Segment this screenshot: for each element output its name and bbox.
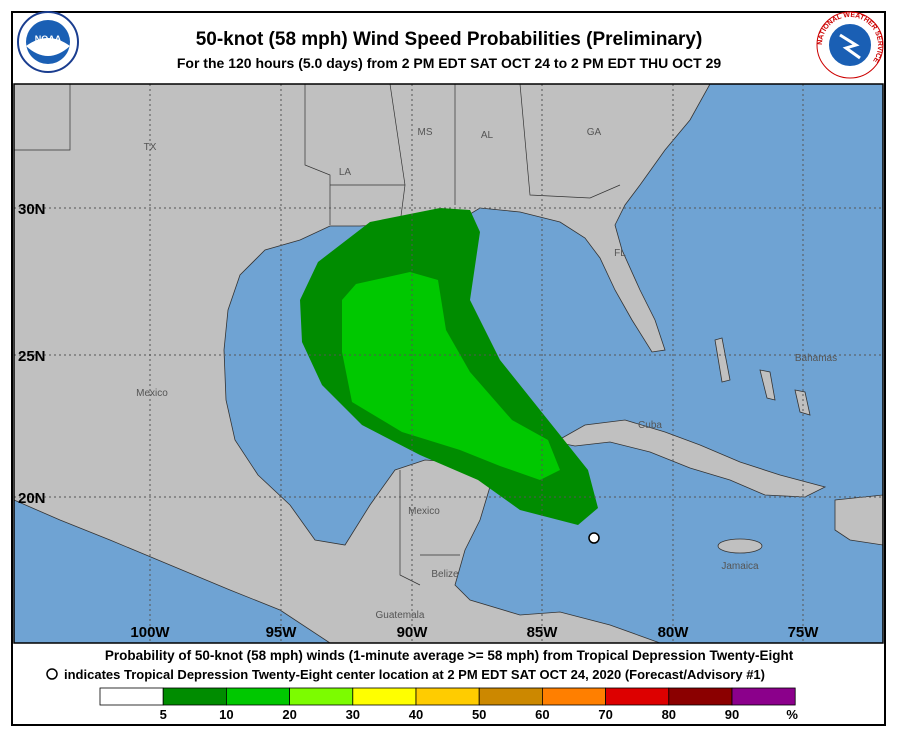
legend-swatch (415, 687, 480, 706)
place-label: Jamaica (721, 561, 759, 572)
legend-swatch (289, 687, 354, 706)
legend-label: 30 (346, 707, 360, 722)
place-label: Guatemala (376, 610, 425, 621)
legend-label: 90 (725, 707, 739, 722)
cuba (553, 419, 827, 498)
land (14, 84, 711, 643)
lon-label: 80W (658, 624, 690, 641)
hispaniola (834, 494, 883, 546)
legend-swatch (352, 687, 417, 706)
footer-line2: indicates Tropical Depression Twenty-Eig… (64, 667, 765, 682)
noaa-text: NOAA (35, 34, 62, 44)
legend-label: 5 (160, 707, 167, 722)
nws-logo: NATIONAL WEATHER SERVICE (816, 11, 884, 79)
lon-label: 90W (397, 624, 429, 641)
legend-swatch (542, 687, 607, 706)
legend-label: 20 (282, 707, 296, 722)
grid (14, 84, 883, 643)
place-label: TX (144, 142, 157, 153)
map: TX LA MS AL GA FL Mexico Mexico Belize G… (14, 84, 883, 643)
contour-10-20 (342, 272, 560, 480)
lat-label: 25N (18, 348, 46, 365)
lon-label: 100W (130, 624, 170, 641)
legend-swatch (478, 687, 543, 706)
legend-swatch (99, 687, 164, 706)
legend-swatch (731, 687, 796, 706)
place-label: Mexico (408, 506, 440, 517)
footer-line1: Probability of 50-knot (58 mph) winds (1… (105, 648, 794, 663)
noaa-logo: NOAA (17, 11, 79, 73)
place-label: Bahamas (795, 353, 837, 364)
lon-label: 75W (788, 624, 820, 641)
place-label: FL (614, 248, 626, 259)
center-marker-key (46, 668, 58, 680)
probability-contours (300, 208, 598, 525)
place-label: GA (587, 127, 602, 138)
legend-label: 40 (409, 707, 423, 722)
legend: 5 10 20 30 40 50 60 70 80 90% (99, 687, 798, 722)
legend-swatch (162, 687, 227, 706)
legend-label: 80 (662, 707, 676, 722)
lat-label: 20N (18, 490, 46, 507)
bahamas (714, 337, 811, 416)
map-border (13, 83, 884, 644)
center-marker (588, 532, 600, 544)
legend-label: 50 (472, 707, 486, 722)
jamaica (717, 538, 763, 554)
place-label: AL (481, 130, 494, 141)
place-label: Belize (431, 569, 459, 580)
legend-unit: % (786, 707, 798, 722)
legend-label: 10 (219, 707, 233, 722)
lon-label: 85W (527, 624, 559, 641)
subtitle: For the 120 hours (5.0 days) from 2 PM E… (177, 55, 721, 71)
legend-label: 60 (535, 707, 549, 722)
place-label: Mexico (136, 388, 168, 399)
place-label: Cuba (638, 420, 662, 431)
place-label: LA (339, 167, 352, 178)
legend-label: 70 (598, 707, 612, 722)
title: 50-knot (58 mph) Wind Speed Probabilitie… (196, 29, 703, 50)
place-label: MS (418, 127, 433, 138)
state-lines (14, 84, 621, 586)
legend-swatch (668, 687, 733, 706)
lat-label: 30N (18, 201, 46, 218)
legend-swatch (225, 687, 290, 706)
legend-swatch (605, 687, 670, 706)
lon-label: 95W (266, 624, 298, 641)
